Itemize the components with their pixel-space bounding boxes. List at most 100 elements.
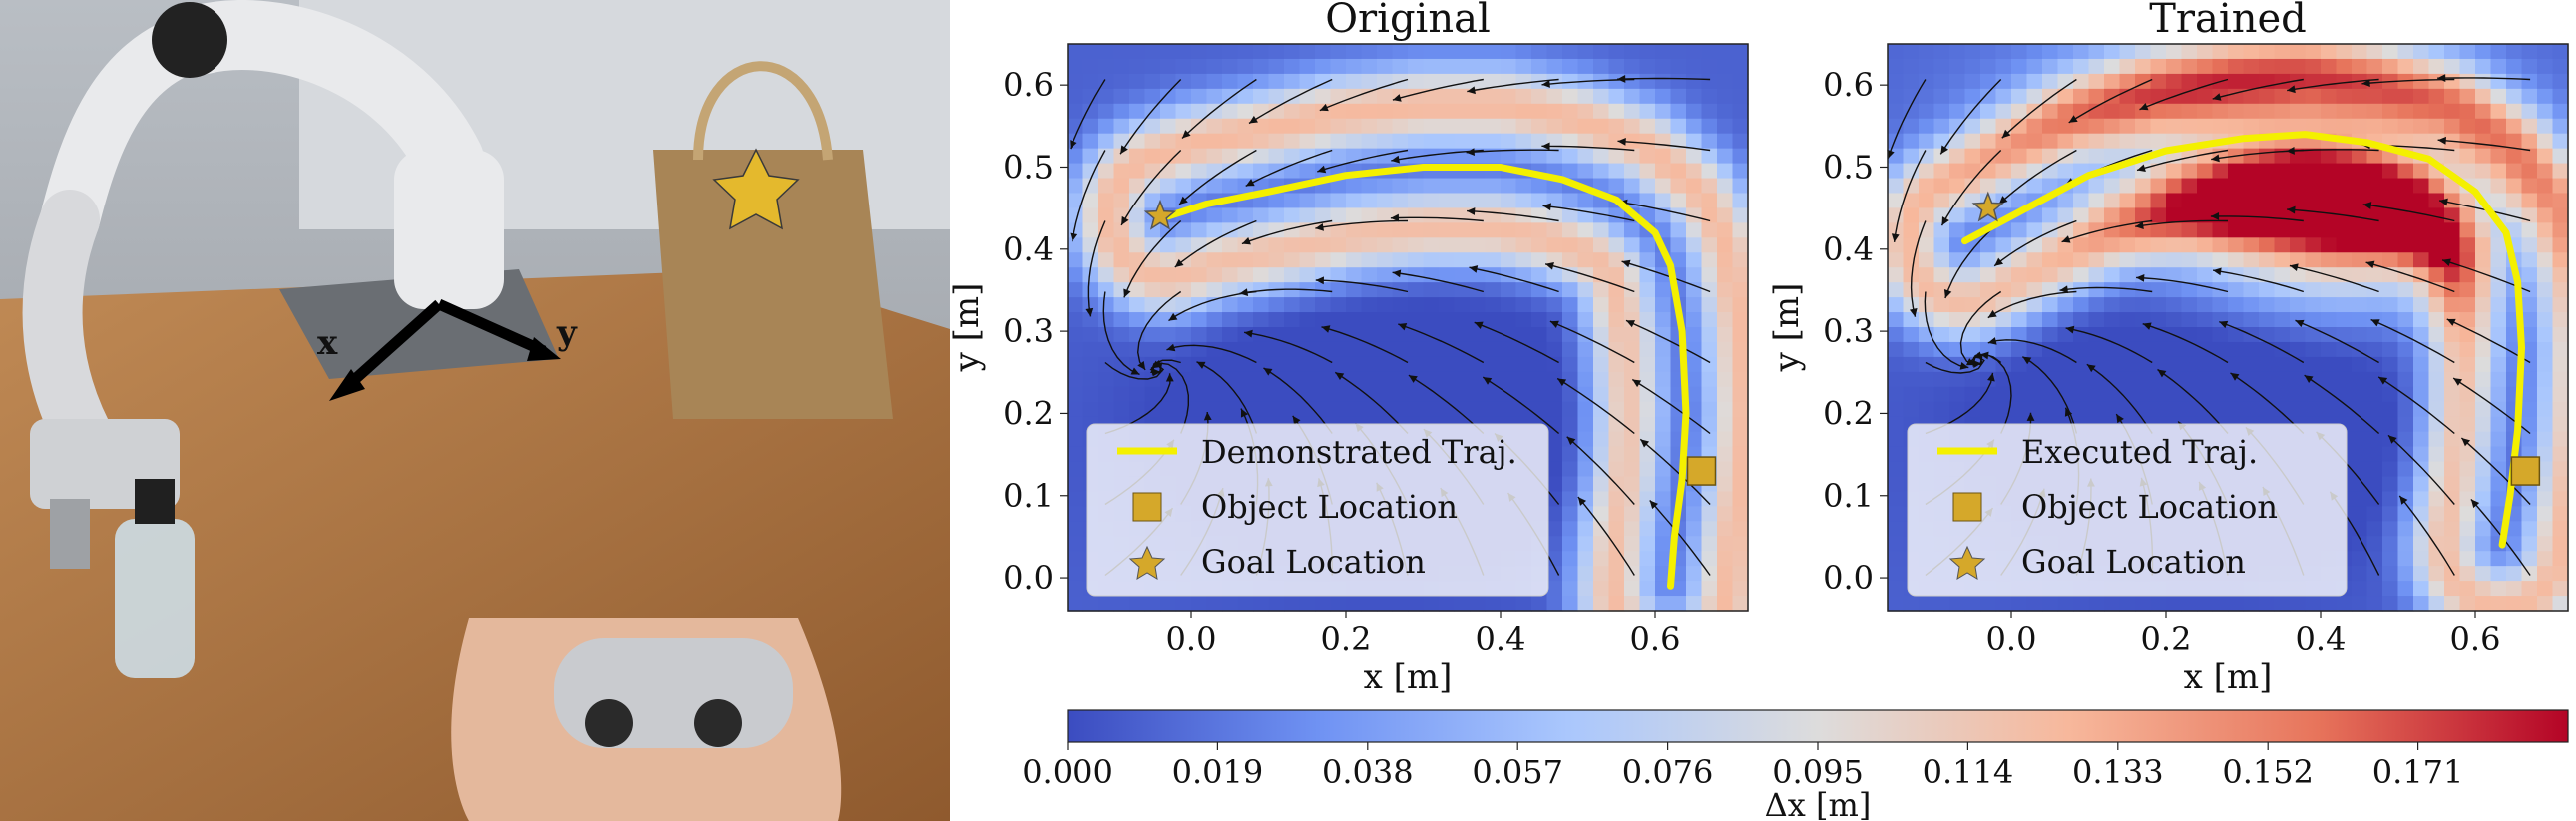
heatmap-cell (2290, 88, 2307, 105)
heatmap-cell (2197, 297, 2214, 313)
heatmap-cell (1732, 356, 1749, 373)
heatmap-cell (1284, 237, 1301, 253)
heatmap-cell (2537, 341, 2554, 358)
heatmap-cell (2305, 312, 2322, 328)
heatmap-cell (1175, 73, 1192, 90)
streamline-arrowhead (1469, 265, 1479, 273)
heatmap-cell (1237, 207, 1254, 223)
heatmap-cell (1655, 356, 1672, 373)
heatmap-cell (2073, 133, 2090, 150)
heatmap-cell (1330, 327, 1347, 343)
heatmap-cell (1670, 103, 1687, 120)
heatmap-cell (1608, 506, 1625, 522)
heatmap-cell (2088, 148, 2105, 165)
heatmap-cell (1253, 133, 1270, 150)
heatmap-cell (1346, 312, 1363, 328)
heatmap-cell (1919, 133, 1935, 150)
heatmap-cell (2181, 178, 2198, 195)
heatmap-cell (1222, 44, 1239, 60)
heatmap-cell (2413, 536, 2430, 552)
heatmap-cell (1299, 297, 1316, 313)
heatmap-cell (2336, 73, 2353, 90)
heatmap-cell (2026, 118, 2043, 135)
heatmap-cell (2088, 371, 2105, 388)
heatmap-cell (2259, 118, 2276, 135)
heatmap-cell (2181, 193, 2198, 209)
heatmap-cell (2382, 118, 2399, 135)
heatmap-cell (1068, 327, 1084, 343)
heatmap-cell (2490, 267, 2507, 283)
heatmap-cell (1933, 386, 1950, 403)
heatmap-cell (2104, 133, 2121, 150)
heatmap-cell (1980, 163, 1997, 180)
heatmap-cell (2212, 163, 2229, 180)
heatmap-cell (1361, 371, 1378, 388)
heatmap-cell (2490, 506, 2507, 522)
heatmap-cell (1253, 297, 1270, 313)
heatmap-cell (2243, 237, 2260, 253)
streamline (1556, 377, 1635, 435)
heatmap-cell (2228, 312, 2245, 328)
heatmap-cell (2305, 401, 2322, 418)
heatmap-cell (2336, 118, 2353, 135)
heatmap-cell (1608, 356, 1625, 373)
heatmap-cell (1701, 58, 1718, 75)
heatmap-cell (1701, 551, 1718, 567)
heatmap-cell (1068, 551, 1084, 567)
heatmap-cell (2057, 386, 2074, 403)
heatmap-cell (2459, 44, 2476, 60)
heatmap-cell (1160, 386, 1177, 403)
heatmap-cell (2459, 446, 2476, 463)
heatmap-cell (1888, 566, 1905, 582)
streamline (2289, 264, 2379, 293)
heatmap-cell (1129, 401, 1146, 418)
heatmap-cell (2506, 44, 2523, 60)
heatmap-cell (2274, 356, 2291, 373)
heatmap-cell (2042, 103, 2059, 120)
heatmap-cell (1068, 491, 1084, 507)
y-axis-label: y [m] (1767, 283, 1807, 373)
heatmap-cell (2537, 401, 2554, 418)
heatmap-cell (1454, 88, 1471, 105)
heatmap-cell (1717, 521, 1734, 537)
heatmap-cell (1686, 401, 1703, 418)
heatmap-cell (1082, 88, 1099, 105)
heatmap-cell (1686, 237, 1703, 253)
heatmap-cell (1068, 581, 1084, 597)
heatmap-cell (1129, 282, 1146, 298)
heatmap-cell (2490, 103, 2507, 120)
heatmap-cell (2475, 88, 2492, 105)
heatmap-cell (2243, 282, 2260, 298)
heatmap-cell (2490, 327, 2507, 343)
heatmap-cell (1068, 521, 1084, 537)
heatmap-cell (2459, 551, 2476, 567)
heatmap-cell (1408, 148, 1425, 165)
heatmap-cell (1082, 163, 1099, 180)
heatmap-cell (2382, 521, 2399, 537)
heatmap-cell (1686, 596, 1703, 612)
heatmap-cell (1253, 148, 1270, 165)
heatmap-cell (1098, 252, 1115, 268)
heatmap-cell (1361, 193, 1378, 209)
heatmap-cell (2088, 386, 2105, 403)
heatmap-cell (1144, 44, 1161, 60)
heatmap-cell (2444, 566, 2461, 582)
heatmap-cell (1933, 327, 1950, 343)
heatmap-cell (1577, 163, 1594, 180)
heatmap-cell (1888, 506, 1905, 522)
streamline (1248, 78, 1333, 125)
streamline-arrowhead (2439, 198, 2448, 206)
heatmap-cell (2011, 327, 2028, 343)
heatmap-cell (2135, 58, 2152, 75)
heatmap-cell (1732, 178, 1749, 195)
heatmap-cell (1546, 148, 1563, 165)
streamline (2398, 495, 2455, 576)
heatmap-cell (1299, 58, 1316, 75)
heatmap-cell (1144, 118, 1161, 135)
heatmap-cell (1949, 58, 1966, 75)
heatmap-cell (2521, 536, 2538, 552)
heatmap-cell (1113, 356, 1130, 373)
heatmap-cell (2259, 103, 2276, 120)
heatmap-cell (1501, 58, 1517, 75)
heatmap-cell (1980, 118, 1997, 135)
